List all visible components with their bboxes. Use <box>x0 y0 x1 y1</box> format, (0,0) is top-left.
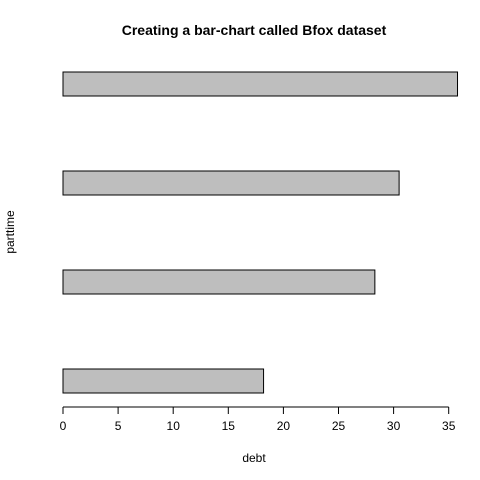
x-tick-label: 15 <box>222 419 236 433</box>
bar-3 <box>62 170 400 196</box>
bars-group <box>62 71 459 394</box>
x-tick-label: 10 <box>167 419 181 433</box>
x-tick-label: 20 <box>277 419 291 433</box>
bar-2 <box>62 269 376 295</box>
x-tick-label: 30 <box>387 419 401 433</box>
x-tick-label: 25 <box>332 419 346 433</box>
x-tick-label: 5 <box>115 419 122 433</box>
x-axis: 0 5 10 15 20 25 30 35 <box>60 406 456 433</box>
chart-title: Creating a bar-chart called Bfox dataset <box>122 22 387 38</box>
y-axis-label: parttime <box>3 210 17 254</box>
bar-4 <box>62 71 459 97</box>
x-tick-label: 0 <box>60 419 67 433</box>
x-tick-label: 35 <box>442 419 456 433</box>
x-axis-label: debt <box>242 451 266 465</box>
bar-1 <box>62 368 265 394</box>
